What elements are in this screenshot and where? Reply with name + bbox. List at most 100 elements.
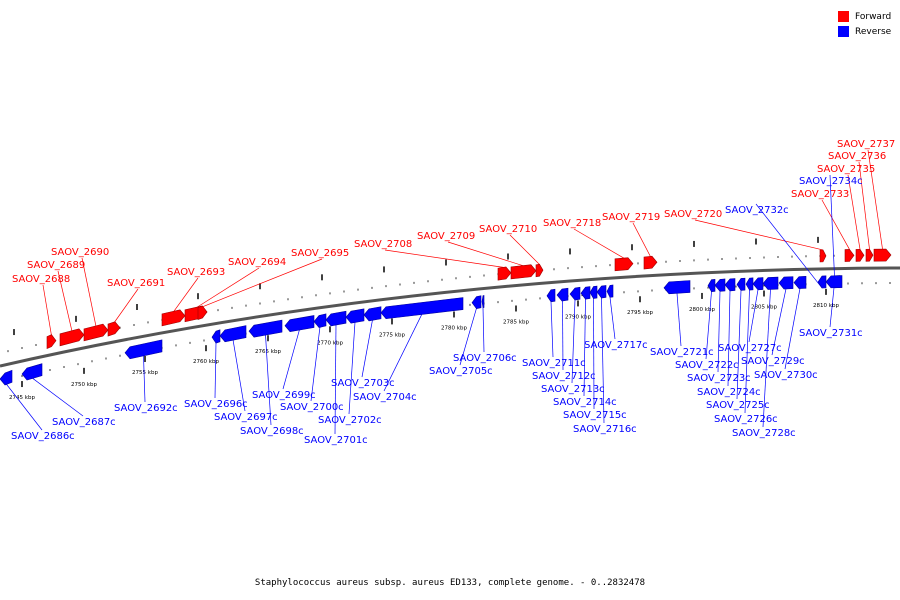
gene-arrow[interactable] bbox=[21, 363, 43, 381]
gene-arrow[interactable] bbox=[345, 308, 365, 324]
gene-arrow[interactable] bbox=[596, 285, 607, 299]
gene-leader-line bbox=[509, 234, 540, 265]
gene-label: SAOV_2695 bbox=[291, 248, 349, 259]
gene-leader-line bbox=[113, 288, 139, 324]
gene-leader-line bbox=[81, 257, 97, 327]
gene-leader-line bbox=[348, 321, 356, 415]
gene-arrow[interactable] bbox=[736, 277, 746, 291]
genome-backbone bbox=[0, 266, 900, 368]
scale-tick-label: 2765 kbp bbox=[255, 349, 281, 355]
gene-arrow[interactable] bbox=[752, 277, 764, 291]
gene-leader-line bbox=[771, 288, 787, 356]
gene-arrow[interactable] bbox=[325, 310, 347, 327]
gene-leader-line bbox=[214, 342, 217, 399]
gene-arrow[interactable] bbox=[580, 286, 591, 300]
gene-arrow[interactable] bbox=[614, 257, 634, 272]
gene-label: SAOV_2699c bbox=[252, 390, 316, 401]
scale-tick-label: 2800 kbp bbox=[689, 307, 715, 313]
gene-label: SAOV_2713c bbox=[541, 384, 605, 395]
scale-tick-label: 2760 kbp bbox=[193, 359, 219, 365]
gene-leader-line bbox=[867, 149, 883, 250]
gene-arrow[interactable] bbox=[762, 276, 779, 290]
gene-arrow[interactable] bbox=[855, 248, 865, 262]
gene-label: SAOV_2698c bbox=[240, 426, 304, 437]
gene-label: SAOV_2697c bbox=[214, 412, 278, 423]
gene-arrow[interactable] bbox=[569, 286, 581, 301]
legend-reverse: Reverse bbox=[838, 24, 900, 39]
gene-label: SAOV_2723c bbox=[687, 373, 751, 384]
gene-arrow[interactable] bbox=[606, 284, 614, 298]
gene-label: SAOV_2725c bbox=[706, 400, 770, 411]
gene-arrow[interactable] bbox=[643, 255, 658, 270]
gene-arrow[interactable] bbox=[197, 305, 208, 320]
gene-arrow[interactable] bbox=[107, 321, 121, 337]
legend: Forward Reverse bbox=[838, 9, 900, 39]
gene-arrow[interactable] bbox=[363, 306, 382, 322]
gene-leader-line bbox=[173, 277, 199, 313]
gene-arrow[interactable] bbox=[219, 325, 247, 343]
gene-arrow[interactable] bbox=[793, 275, 807, 289]
gene-leader-line bbox=[609, 297, 616, 340]
gene-arrow[interactable] bbox=[817, 275, 827, 289]
gene-arrow[interactable] bbox=[844, 249, 855, 262]
gene-label: SAOV_2736 bbox=[828, 151, 886, 162]
gene-arrow[interactable] bbox=[535, 263, 544, 278]
gene-leader-line bbox=[482, 307, 485, 353]
gene-arrow[interactable] bbox=[865, 248, 874, 262]
gene-arrow[interactable] bbox=[724, 278, 736, 292]
scale-tick-label: 2775 kbp bbox=[379, 332, 405, 338]
gene-arrow[interactable] bbox=[380, 297, 464, 320]
gene-leader-line bbox=[383, 313, 423, 392]
gene-label: SAOV_2716c bbox=[573, 424, 637, 435]
gene-leader-line bbox=[583, 298, 586, 397]
scale-tick-label: 2785 kbp bbox=[503, 319, 529, 325]
gene-arrow[interactable] bbox=[546, 288, 556, 303]
gene-arrow[interactable] bbox=[211, 329, 221, 344]
scale-tick-label: 2750 kbp bbox=[71, 382, 97, 388]
gene-arrow[interactable] bbox=[124, 339, 163, 360]
gene-arrow[interactable] bbox=[707, 279, 716, 292]
gene-label: SAOV_2701c bbox=[304, 435, 368, 446]
gene-label: SAOV_2722c bbox=[675, 360, 739, 371]
gene-leader-line bbox=[310, 326, 321, 402]
gene-arrow[interactable] bbox=[825, 275, 843, 289]
gene-arrow[interactable] bbox=[873, 248, 892, 262]
gene-arrow[interactable] bbox=[59, 328, 85, 347]
gene-label: SAOV_2730c bbox=[754, 370, 818, 381]
gene-label: SAOV_2720 bbox=[664, 209, 722, 220]
gene-label: SAOV_2721c bbox=[650, 347, 714, 358]
gene-arrow[interactable] bbox=[819, 249, 827, 263]
gene-arrow[interactable] bbox=[0, 369, 13, 386]
gene-arrow[interactable] bbox=[589, 285, 598, 299]
gene-arrow[interactable] bbox=[510, 264, 537, 280]
gene-leader-line bbox=[717, 291, 721, 373]
gene-label: SAOV_2688 bbox=[12, 274, 70, 285]
gene-arrow[interactable] bbox=[745, 277, 754, 291]
gene-label: SAOV_2735 bbox=[817, 164, 875, 175]
gene-label: SAOV_2734c bbox=[799, 176, 863, 187]
gene-leader-line bbox=[42, 284, 52, 336]
gene-arrow[interactable] bbox=[481, 295, 485, 309]
gene-label: SAOV_2717c bbox=[584, 340, 648, 351]
gene-leader-line bbox=[282, 329, 300, 390]
gene-label: SAOV_2715c bbox=[563, 410, 627, 421]
gene-arrow[interactable] bbox=[46, 334, 57, 350]
gene-arrow[interactable] bbox=[161, 309, 186, 327]
gene-leader-line bbox=[755, 203, 823, 289]
gene-arrow[interactable] bbox=[248, 319, 283, 338]
gene-arrow[interactable] bbox=[556, 287, 569, 302]
gene-arrow[interactable] bbox=[471, 295, 482, 309]
gene-leader-line bbox=[31, 377, 84, 417]
gene-leader-line bbox=[736, 290, 742, 400]
gene-arrow[interactable] bbox=[284, 315, 315, 333]
gene-arrow[interactable] bbox=[83, 323, 109, 342]
gene-leader-line bbox=[232, 339, 246, 412]
gene-arrow[interactable] bbox=[714, 278, 726, 292]
gene-arrow[interactable] bbox=[663, 280, 691, 295]
gene-arrow[interactable] bbox=[778, 276, 794, 290]
gene-leader-line bbox=[571, 299, 576, 384]
gene-arrow[interactable] bbox=[497, 266, 512, 281]
gene-arrow[interactable] bbox=[313, 313, 327, 328]
gene-leader-line bbox=[550, 301, 554, 358]
gene-label: SAOV_2703c bbox=[331, 378, 395, 389]
